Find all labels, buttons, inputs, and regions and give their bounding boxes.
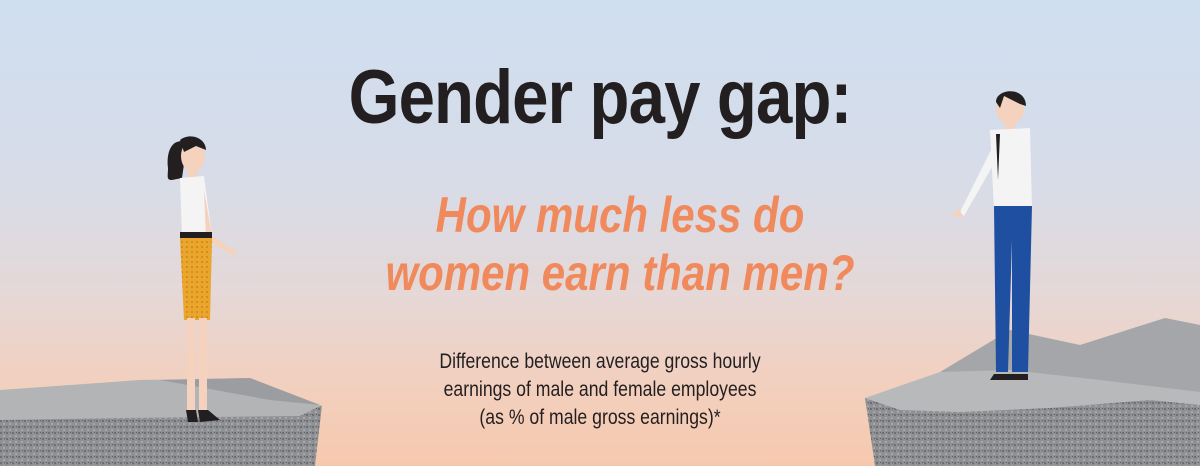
page-title: Gender pay gap: xyxy=(348,55,853,140)
description-line-2: earnings of male and female employees xyxy=(443,378,757,401)
description-line-3: (as % of male gross earnings)* xyxy=(479,406,721,429)
subtitle-line-1: How much less do xyxy=(435,187,805,243)
description-line-1: Difference between average gross hourly xyxy=(439,350,761,373)
woman-figure xyxy=(167,136,236,422)
description: Difference between average gross hourly … xyxy=(96,348,1104,432)
subtitle: How much less do women earn than men? xyxy=(99,186,1141,302)
subtitle-line-2: women earn than men? xyxy=(385,245,855,301)
man-figure xyxy=(952,91,1032,380)
left-cliff xyxy=(0,378,322,466)
right-cliff xyxy=(865,318,1200,466)
